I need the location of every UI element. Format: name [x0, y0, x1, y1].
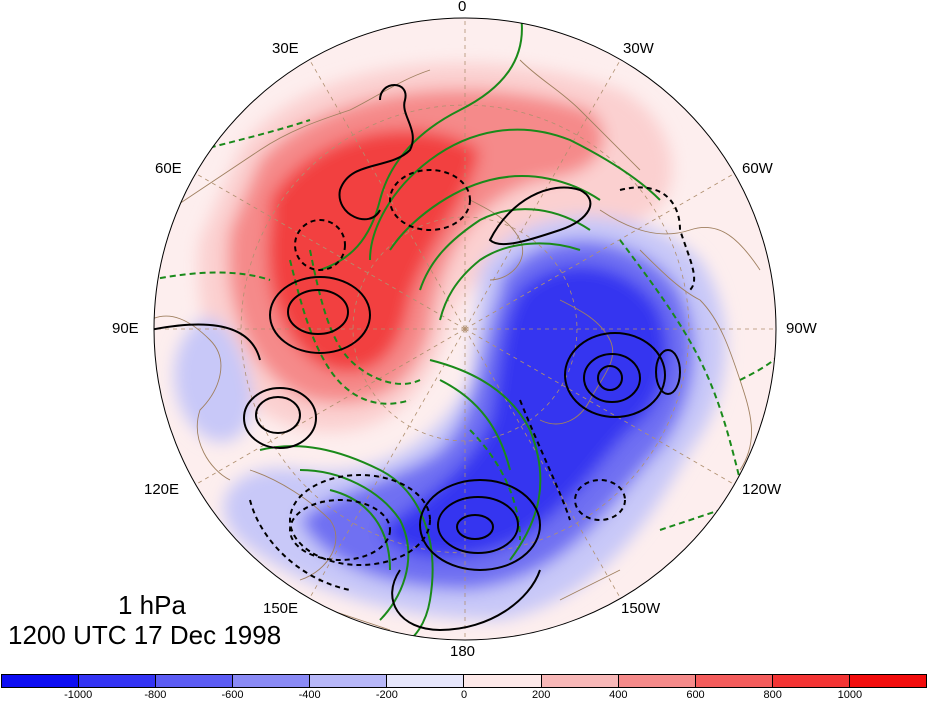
colorbar-segment: [310, 675, 388, 687]
colorbar-tick-label: 200: [531, 689, 551, 701]
negative-anomaly-region: [174, 318, 253, 442]
lon-label-30w: 30W: [623, 40, 654, 57]
colorbar-segment: [79, 675, 157, 687]
colorbar-segment: [464, 675, 542, 687]
colorbar-tick-label: -600: [221, 689, 244, 701]
lon-label-120e: 120E: [144, 481, 180, 498]
lon-label-60w: 60W: [742, 160, 773, 177]
graticule: [154, 18, 776, 640]
coastlines: [154, 59, 761, 631]
colorbar-segment: [849, 675, 926, 687]
polar-stereographic-map: [153, 17, 777, 641]
colorbar-segment: [618, 675, 696, 687]
colorbar-segment: [541, 675, 619, 687]
pressure-level-label: 1 hPa: [118, 590, 186, 620]
meridian-line: [309, 328, 466, 599]
lon-label-150w: 150W: [621, 600, 661, 617]
valid-time-label: 1200 UTC 17 Dec 1998: [8, 620, 282, 650]
colorbar-segment: [772, 675, 850, 687]
meridian-line: [195, 328, 466, 485]
lon-label-60e: 60E: [155, 160, 182, 177]
colorbar-tick-label: 0: [460, 689, 468, 701]
positive-anomaly-region: [267, 129, 480, 373]
colorbar: [1, 674, 927, 688]
colorbar-tick-label: -200: [375, 689, 398, 701]
colorbar-segment: [2, 675, 80, 687]
colorbar-segment: [387, 675, 465, 687]
colorbar-segment: [695, 675, 773, 687]
colorbar-tick-label: 400: [609, 689, 628, 701]
colorbar-segment: [233, 675, 311, 687]
colorbar-tick-label: 600: [686, 689, 705, 701]
colorbar-tick-label: -800: [144, 689, 167, 701]
colorbar-tick-label: 1000: [837, 689, 863, 701]
meridian-line: [464, 173, 735, 330]
lon-label-0: 0: [458, 0, 467, 15]
black-contours-negative: [249, 169, 696, 591]
black-contours-positive: [154, 84, 681, 632]
colorbar-tick-label: 800: [763, 689, 782, 701]
meridian-line: [195, 173, 466, 330]
lon-label-120w: 120W: [742, 481, 782, 498]
map-border: [153, 17, 777, 641]
colorbar-tick-label: -400: [298, 689, 321, 701]
lon-label-180: 180: [450, 643, 476, 660]
green-contours-positive: [259, 18, 661, 640]
latitude-circle: [240, 104, 690, 554]
map-disc: [154, 18, 776, 640]
meridian-line: [464, 59, 621, 330]
meridian-line: [464, 328, 735, 485]
lon-label-90e: 90E: [112, 320, 139, 337]
lon-label-150e: 150E: [263, 600, 299, 617]
meridian-line: [464, 328, 621, 599]
meridian-line: [309, 59, 466, 330]
colorbar-tick-label: -1000: [64, 689, 93, 701]
lon-label-90w: 90W: [786, 320, 817, 337]
lon-label-30e: 30E: [272, 40, 299, 57]
colorbar-segment: [156, 675, 234, 687]
latitude-circle: [352, 216, 578, 442]
